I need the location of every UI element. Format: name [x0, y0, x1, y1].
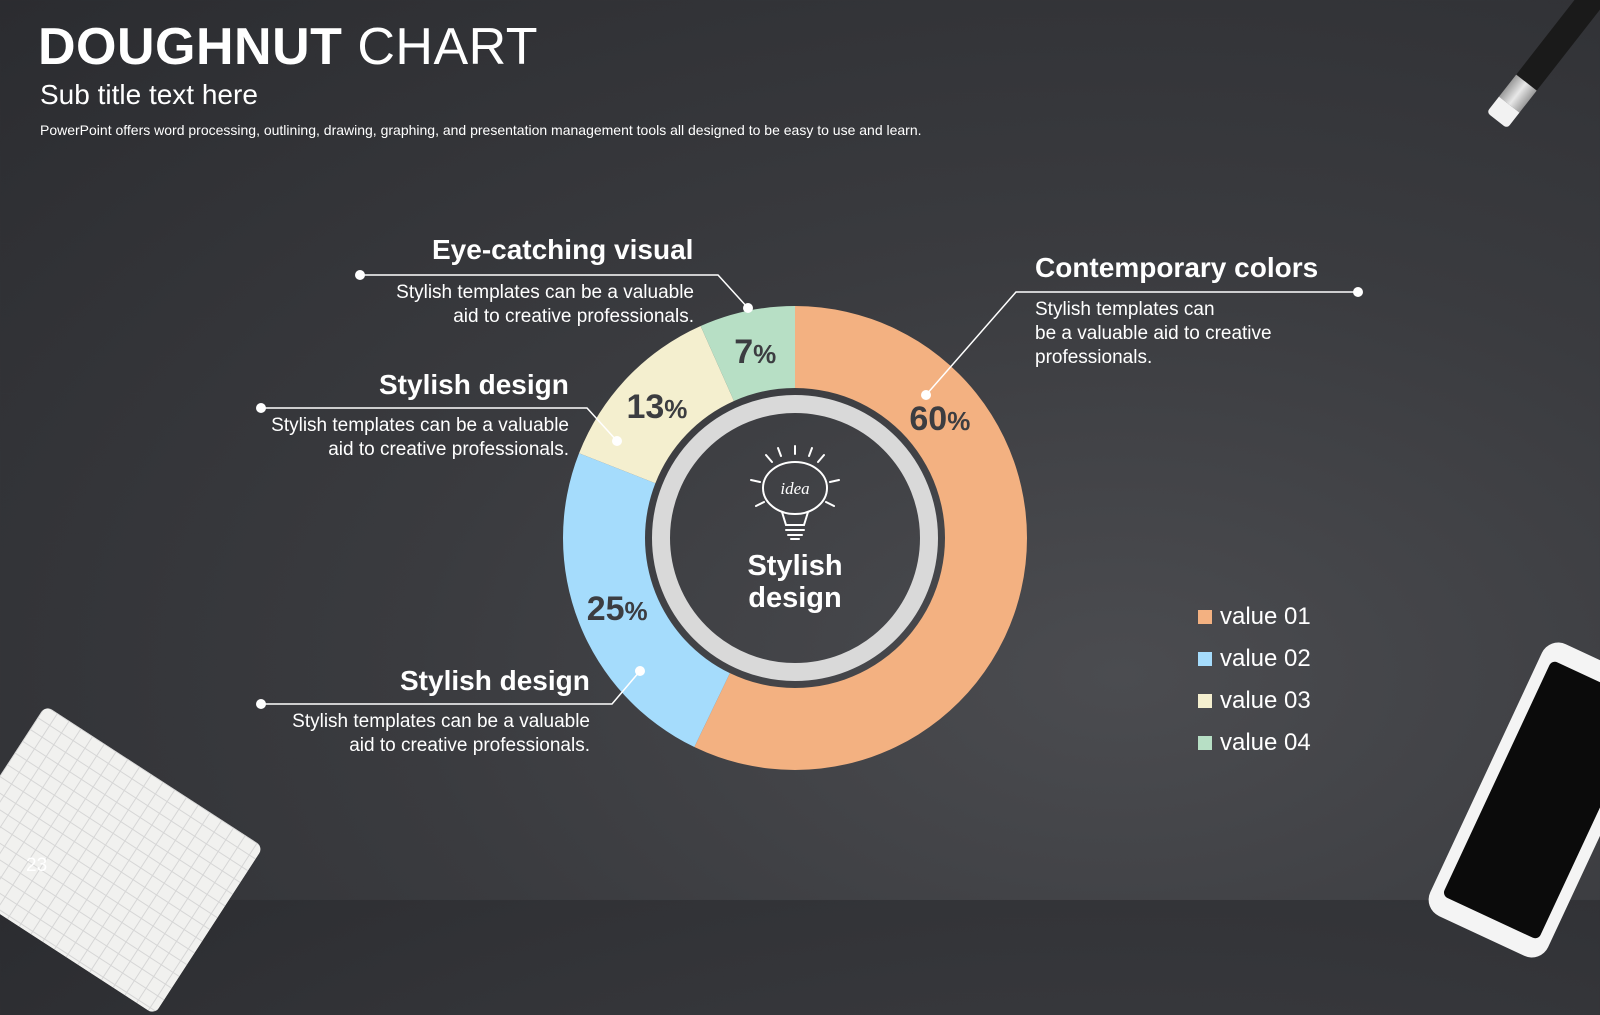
doughnut-slice-1: [694, 306, 1027, 770]
callout-eye-catching-title: Eye-catching visual: [432, 234, 694, 265]
title-light: CHART: [357, 18, 539, 76]
dot-stylish-top-start: [256, 403, 266, 413]
callout-contemporary-title: Contemporary colors: [1035, 252, 1319, 283]
doughnut-chart: 60% 25% 13% 7% idea: [256, 270, 1363, 770]
leader-contemporary: [925, 291, 1358, 396]
icon-idea-text: idea: [780, 479, 809, 498]
legend-swatch-2: [1198, 652, 1212, 666]
legend-item: value 01: [1198, 596, 1311, 638]
leader-stylish-bottom: [261, 670, 641, 705]
value-label-2: 25%: [587, 590, 648, 628]
callout-eye-catching-line2: aid to creative professionals.: [453, 306, 694, 327]
subtitle: Sub title text here: [40, 79, 258, 110]
callout-stylish-top-line2: aid to creative professionals.: [328, 439, 569, 460]
page-number: 23: [26, 855, 48, 876]
legend-item: value 03: [1198, 680, 1311, 722]
legend-label-4: value 04: [1220, 729, 1311, 756]
legend-label-3: value 03: [1220, 687, 1311, 714]
callout-contemporary-line2: be a valuable aid to creative: [1035, 323, 1272, 344]
callout-stylish-top-title: Stylish design: [379, 369, 569, 400]
leader-eye-catching: [360, 274, 749, 309]
value-label-4: 7%: [734, 333, 776, 371]
legend-swatch-4: [1198, 736, 1212, 750]
callout-eye-catching-text: Stylish templates can be a valuable aid …: [340, 281, 694, 329]
callout-stylish-top-line1: Stylish templates can be a valuable: [271, 415, 569, 436]
center-label: Stylish design: [715, 550, 875, 614]
legend-label-2: value 02: [1220, 645, 1311, 672]
callout-contemporary-line1: Stylish templates can: [1035, 299, 1215, 320]
callout-lines: [261, 274, 1358, 705]
callout-contemporary-line3: professionals.: [1035, 347, 1153, 368]
doughnut-slice-2: [563, 453, 730, 748]
legend-item: value 02: [1198, 638, 1311, 680]
legend-label-1: value 01: [1220, 603, 1311, 630]
dot-stylish-bottom-end: [635, 666, 645, 676]
callout-contemporary-text: Stylish templates can be a valuable aid …: [1035, 298, 1335, 370]
chart-value-labels: 60% 25% 13% 7%: [587, 333, 971, 628]
value-label-3: 13%: [626, 388, 687, 426]
dot-stylish-top-end: [612, 436, 622, 446]
dot-contemporary-end: [921, 390, 931, 400]
leader-stylish-top: [261, 407, 618, 442]
lightbulb-icon: idea: [750, 445, 840, 540]
title-bold: DOUGHNUT: [38, 18, 343, 76]
legend-item: value 04: [1198, 722, 1311, 764]
doughnut-slice-4: [700, 306, 795, 401]
dot-contemporary-start: [1353, 287, 1363, 297]
callout-stylish-bottom-line2: aid to creative professionals.: [349, 735, 590, 756]
callout-eye-catching-line1: Stylish templates can be a valuable: [396, 282, 694, 303]
inner-ring: [652, 395, 938, 681]
dot-stylish-bottom-start: [256, 699, 266, 709]
callout-stylish-bottom-title: Stylish design: [400, 665, 590, 696]
callout-stylish-top-text: Stylish templates can be a valuable aid …: [215, 414, 569, 462]
dot-eye-catching-start: [355, 270, 365, 280]
callout-stylish-bottom-text: Stylish templates can be a valuable aid …: [236, 710, 590, 758]
callout-dots: [256, 270, 1363, 709]
chart-legend: value 01 value 02 value 03 value 04: [1198, 596, 1311, 764]
legend-swatch-3: [1198, 694, 1212, 708]
value-label-1: 60%: [909, 400, 970, 438]
callout-stylish-bottom-line1: Stylish templates can be a valuable: [292, 711, 590, 732]
center-label-line2: design: [748, 582, 842, 614]
center-label-line1: Stylish: [747, 550, 843, 582]
legend-swatch-1: [1198, 610, 1212, 624]
dot-eye-catching-end: [743, 303, 753, 313]
description: PowerPoint offers word processing, outli…: [40, 122, 922, 138]
page-title: DOUGHNUT CHART: [38, 16, 538, 78]
